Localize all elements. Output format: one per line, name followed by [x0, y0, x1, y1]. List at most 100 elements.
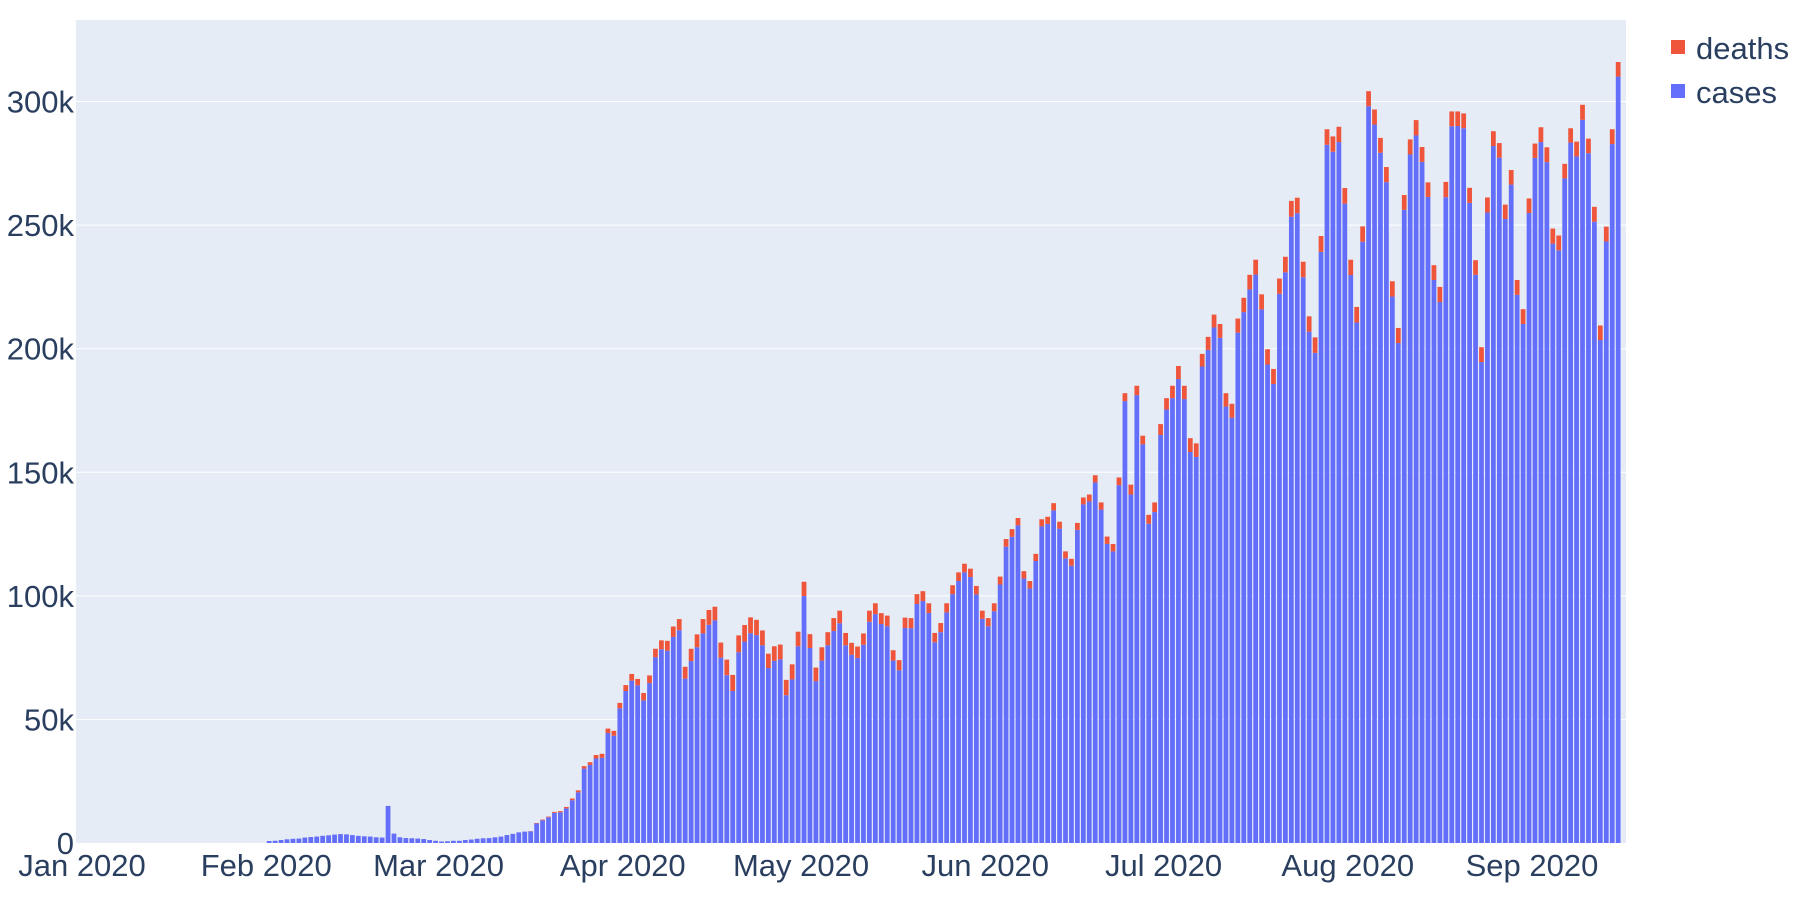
bar-cases[interactable] — [1449, 126, 1455, 844]
bar-cases[interactable] — [997, 584, 1003, 843]
bar-cases[interactable] — [522, 831, 528, 843]
bar-deaths[interactable] — [1473, 260, 1478, 275]
bar-deaths[interactable] — [558, 811, 563, 813]
bar-cases[interactable] — [1152, 512, 1158, 843]
bar-cases[interactable] — [552, 812, 557, 843]
bar-deaths[interactable] — [1407, 139, 1413, 155]
bar-cases[interactable] — [1538, 142, 1544, 843]
legend-item-deaths[interactable]: deaths — [1671, 31, 1789, 66]
bar-deaths[interactable] — [1532, 143, 1538, 158]
bar-cases[interactable] — [742, 641, 747, 843]
bar-deaths[interactable] — [1128, 484, 1134, 495]
bar-deaths[interactable] — [641, 692, 646, 701]
bar-cases[interactable] — [807, 648, 813, 843]
bar-deaths[interactable] — [908, 618, 914, 629]
bar-cases[interactable] — [1164, 409, 1169, 843]
bar-cases[interactable] — [1205, 349, 1211, 843]
bar-deaths[interactable] — [1069, 558, 1074, 566]
bar-deaths[interactable] — [1140, 435, 1146, 445]
bar-cases[interactable] — [462, 840, 468, 843]
bar-cases[interactable] — [439, 841, 444, 843]
bar-cases[interactable] — [1086, 501, 1092, 843]
bar-cases[interactable] — [1556, 250, 1562, 844]
bar-deaths[interactable] — [1277, 278, 1282, 294]
bar-cases[interactable] — [433, 840, 438, 843]
bar-deaths[interactable] — [1187, 438, 1193, 453]
bar-deaths[interactable] — [1075, 522, 1080, 530]
bar-cases[interactable] — [1574, 156, 1579, 843]
bar-deaths[interactable] — [1033, 553, 1039, 562]
bar-deaths[interactable] — [926, 603, 932, 613]
bar-cases[interactable] — [1128, 494, 1134, 843]
bar-deaths[interactable] — [1615, 62, 1621, 77]
bar-cases[interactable] — [760, 645, 765, 843]
bar-cases[interactable] — [415, 838, 421, 843]
bar-cases[interactable] — [932, 642, 938, 843]
bar-cases[interactable] — [700, 633, 706, 843]
bar-deaths[interactable] — [968, 568, 973, 578]
bar-cases[interactable] — [391, 833, 397, 843]
bar-cases[interactable] — [682, 678, 688, 843]
bar-deaths[interactable] — [837, 610, 843, 624]
bar-deaths[interactable] — [1574, 141, 1579, 157]
bar-deaths[interactable] — [1098, 502, 1104, 510]
bar-cases[interactable] — [730, 691, 736, 843]
bar-cases[interactable] — [338, 834, 343, 843]
bar-cases[interactable] — [1544, 162, 1550, 843]
bar-cases[interactable] — [540, 820, 545, 843]
bar-deaths[interactable] — [623, 685, 629, 692]
bar-deaths[interactable] — [593, 755, 599, 759]
bar-deaths[interactable] — [1015, 518, 1021, 526]
bar-cases[interactable] — [1003, 546, 1009, 843]
bar-deaths[interactable] — [1372, 109, 1377, 125]
bar-cases[interactable] — [1360, 241, 1366, 844]
bar-cases[interactable] — [1199, 366, 1205, 843]
bar-cases[interactable] — [516, 832, 522, 843]
bar-deaths[interactable] — [1425, 182, 1431, 197]
bar-cases[interactable] — [1116, 485, 1122, 843]
bar-cases[interactable] — [504, 835, 510, 843]
bar-cases[interactable] — [498, 836, 504, 843]
bar-deaths[interactable] — [872, 603, 878, 615]
bar-deaths[interactable] — [1461, 113, 1467, 129]
bar-deaths[interactable] — [1253, 259, 1259, 275]
bar-cases[interactable] — [1586, 153, 1591, 844]
bar-cases[interactable] — [1288, 216, 1294, 843]
bar-deaths[interactable] — [1080, 497, 1086, 505]
bar-cases[interactable] — [1075, 529, 1080, 843]
bar-cases[interactable] — [397, 837, 403, 843]
bar-cases[interactable] — [409, 838, 415, 843]
bar-cases[interactable] — [813, 681, 819, 843]
bar-deaths[interactable] — [1259, 294, 1264, 310]
bar-cases[interactable] — [1021, 578, 1027, 843]
bar-cases[interactable] — [1609, 144, 1615, 843]
bar-cases[interactable] — [962, 572, 967, 843]
bar-cases[interactable] — [1443, 197, 1449, 844]
bar-deaths[interactable] — [938, 623, 944, 633]
bar-cases[interactable] — [1170, 398, 1175, 843]
bar-cases[interactable] — [777, 659, 783, 843]
bar-cases[interactable] — [1110, 551, 1116, 843]
bar-deaths[interactable] — [1170, 385, 1175, 399]
bar-deaths[interactable] — [1092, 475, 1098, 483]
bar-deaths[interactable] — [1235, 318, 1241, 333]
bar-cases[interactable] — [1057, 528, 1062, 843]
bar-cases[interactable] — [908, 628, 914, 843]
bar-deaths[interactable] — [1063, 551, 1068, 559]
bar-deaths[interactable] — [771, 646, 777, 661]
bar-deaths[interactable] — [1556, 235, 1562, 251]
bar-cases[interactable] — [712, 620, 718, 843]
bar-deaths[interactable] — [1045, 516, 1051, 524]
bar-deaths[interactable] — [546, 816, 551, 818]
bar-cases[interactable] — [1176, 379, 1181, 843]
bar-cases[interactable] — [605, 733, 611, 843]
bar-cases[interactable] — [456, 840, 462, 843]
bar-cases[interactable] — [427, 840, 433, 843]
bar-deaths[interactable] — [1164, 398, 1169, 410]
bar-deaths[interactable] — [647, 675, 652, 684]
bar-cases[interactable] — [1419, 161, 1425, 844]
bar-deaths[interactable] — [1027, 581, 1033, 589]
bar-cases[interactable] — [403, 838, 409, 843]
bar-cases[interactable] — [789, 679, 795, 843]
bar-deaths[interactable] — [1550, 228, 1556, 244]
